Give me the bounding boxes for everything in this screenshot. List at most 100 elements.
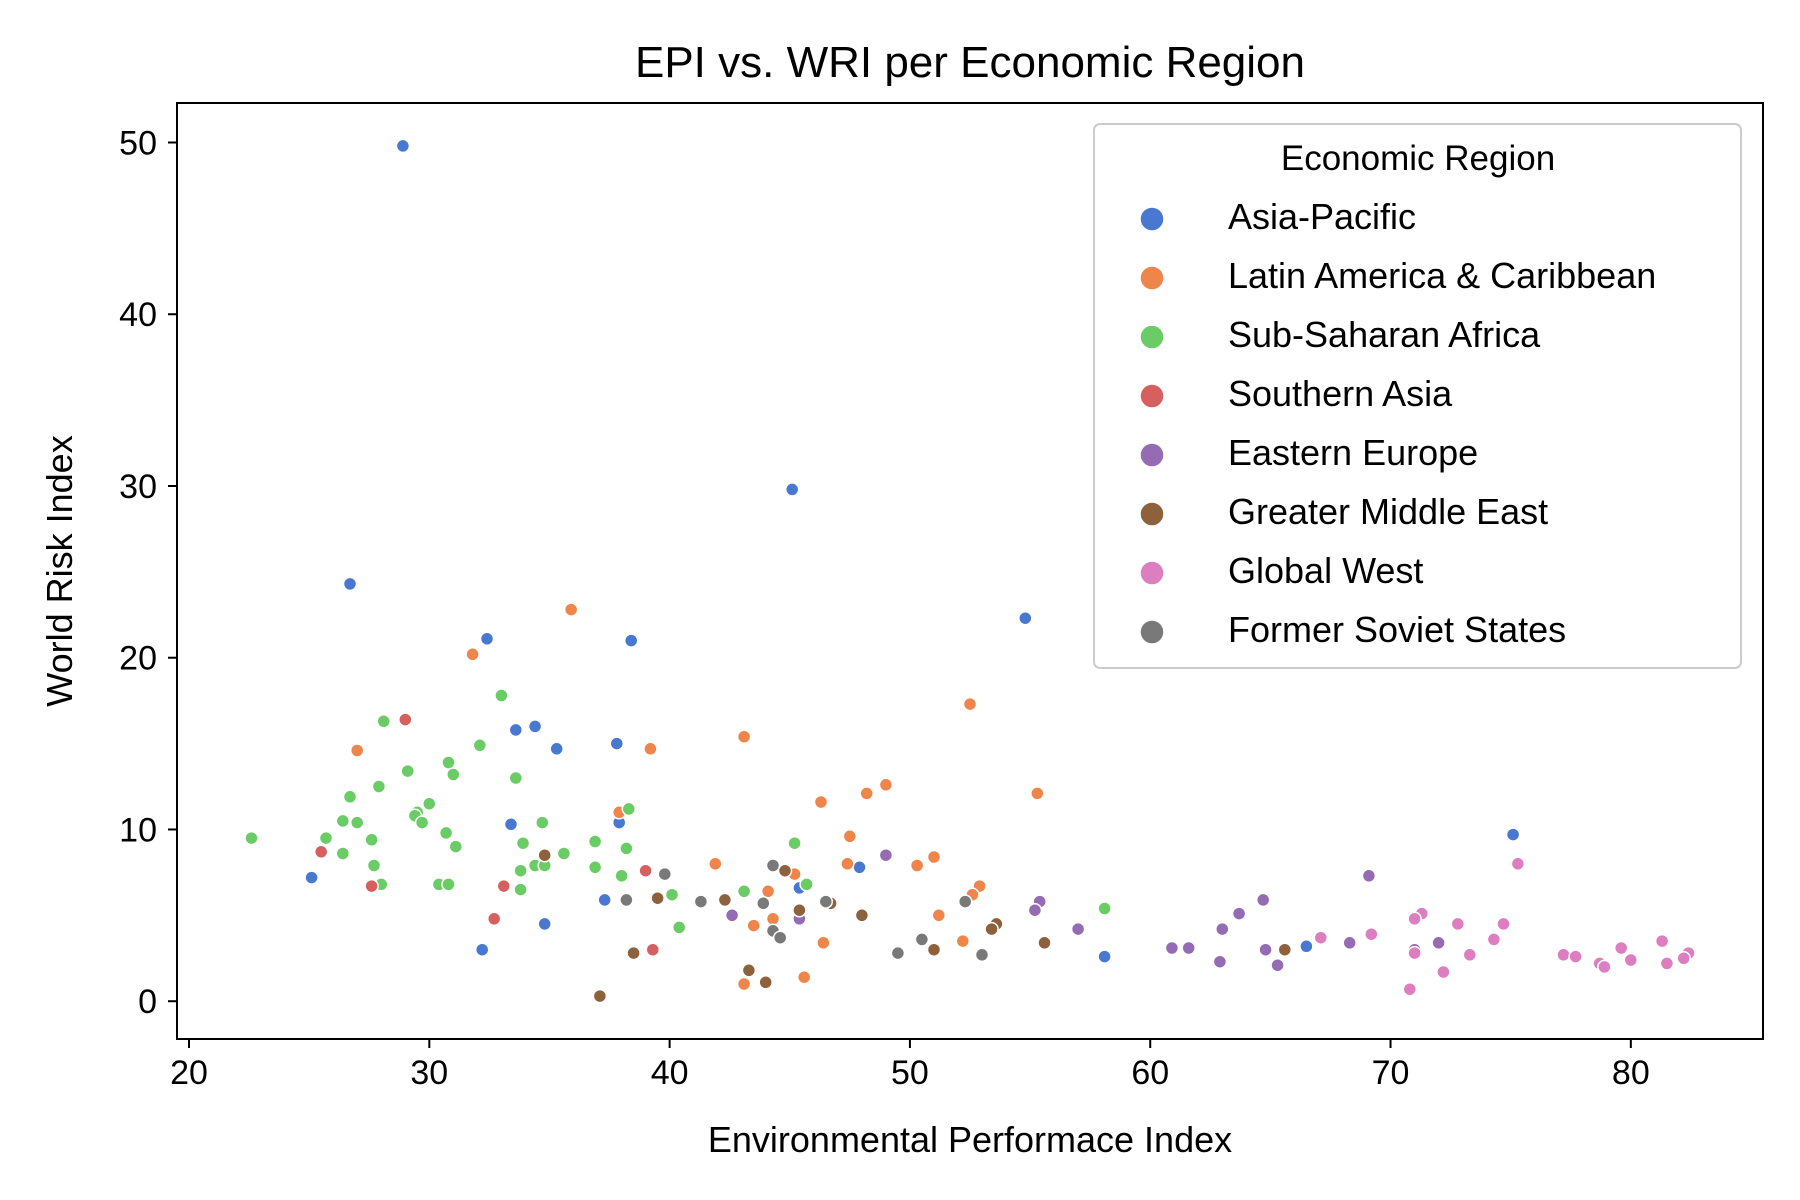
data-point	[650, 890, 665, 906]
data-point	[756, 896, 771, 911]
data-point	[926, 849, 942, 865]
data-point	[446, 767, 461, 782]
data-point	[878, 777, 894, 793]
data-point	[587, 860, 603, 875]
data-point	[400, 763, 415, 779]
data-point	[974, 947, 990, 963]
data-point	[1407, 945, 1422, 961]
data-point	[1364, 926, 1379, 942]
data-point	[736, 976, 752, 992]
data-point	[787, 835, 802, 851]
legend-label: Southern Asia	[1228, 373, 1453, 414]
data-point	[474, 942, 490, 957]
data-point	[643, 741, 658, 757]
data-point	[890, 945, 906, 961]
data-point	[1556, 947, 1571, 963]
x-tick-label: 30	[410, 1054, 448, 1092]
data-point	[638, 863, 653, 878]
data-point	[349, 743, 365, 758]
data-point	[1097, 949, 1112, 964]
legend-marker	[1139, 206, 1165, 232]
data-point	[556, 846, 572, 861]
x-tick-label: 60	[1131, 1054, 1169, 1092]
data-point	[1597, 959, 1612, 975]
data-point	[1486, 932, 1502, 947]
data-point	[549, 741, 564, 757]
data-point	[813, 794, 829, 810]
data-point	[840, 856, 855, 872]
data-point	[472, 738, 488, 753]
data-point	[1181, 940, 1196, 956]
data-point	[796, 969, 812, 985]
x-tick-label: 40	[651, 1054, 689, 1092]
data-point	[1342, 935, 1357, 951]
data-point	[494, 688, 509, 703]
y-tick-label: 10	[119, 811, 157, 849]
legend-label: Asia-Pacific	[1228, 196, 1416, 237]
data-point	[914, 932, 930, 947]
data-point	[1496, 916, 1511, 932]
data-point	[909, 858, 925, 873]
y-tick-label: 20	[119, 640, 157, 678]
data-point	[1027, 902, 1043, 918]
data-point	[1164, 940, 1180, 956]
data-point	[1436, 964, 1451, 980]
x-tick-label: 50	[891, 1054, 929, 1092]
legend-label: Latin America & Caribbean	[1228, 255, 1656, 296]
data-point	[1462, 947, 1478, 963]
data-point	[335, 813, 351, 829]
data-point	[758, 975, 773, 990]
data-point	[349, 815, 365, 830]
data-point	[479, 631, 495, 647]
legend-label: Sub-Saharan Africa	[1228, 314, 1541, 355]
data-point	[448, 839, 464, 854]
data-point	[1037, 935, 1052, 951]
data-point	[852, 860, 867, 875]
data-points	[244, 138, 1696, 1004]
data-point	[318, 830, 334, 846]
data-point	[626, 945, 641, 961]
data-point	[364, 832, 379, 848]
data-point	[818, 894, 834, 909]
data-point	[609, 736, 625, 751]
data-point	[1654, 933, 1670, 949]
data-point	[342, 576, 358, 592]
data-point	[784, 482, 800, 497]
legend: Economic Region Asia-Pacific Latin Americ…	[1093, 123, 1742, 669]
data-point	[513, 882, 528, 897]
data-point	[765, 858, 781, 873]
data-point	[671, 920, 687, 935]
data-point	[623, 633, 639, 648]
data-point	[342, 789, 358, 805]
data-point	[957, 894, 973, 909]
data-point	[859, 786, 874, 801]
data-point	[842, 829, 858, 844]
data-point	[366, 858, 382, 873]
data-point	[486, 911, 502, 927]
data-point	[414, 815, 430, 830]
x-tick-label: 80	[1612, 1054, 1650, 1092]
legend-label: Global West	[1228, 550, 1423, 591]
data-point	[878, 847, 894, 863]
data-point	[621, 801, 637, 817]
data-point	[1568, 949, 1583, 964]
legend-frame	[1093, 123, 1742, 669]
data-point	[1505, 827, 1521, 842]
data-point	[537, 847, 552, 863]
data-point	[1258, 942, 1273, 957]
legend-title: Economic Region	[1281, 139, 1555, 178]
data-point	[508, 722, 524, 738]
data-point	[441, 877, 456, 892]
data-point	[962, 696, 978, 712]
data-point	[772, 930, 788, 945]
data-point	[515, 835, 531, 851]
data-point	[1215, 921, 1230, 937]
data-point	[931, 908, 947, 923]
data-point	[1231, 906, 1247, 921]
data-point	[1431, 935, 1446, 951]
data-point	[503, 817, 519, 832]
x-tick-label: 20	[170, 1054, 208, 1092]
legend-label: Greater Middle East	[1228, 491, 1548, 532]
data-point	[1450, 916, 1466, 932]
